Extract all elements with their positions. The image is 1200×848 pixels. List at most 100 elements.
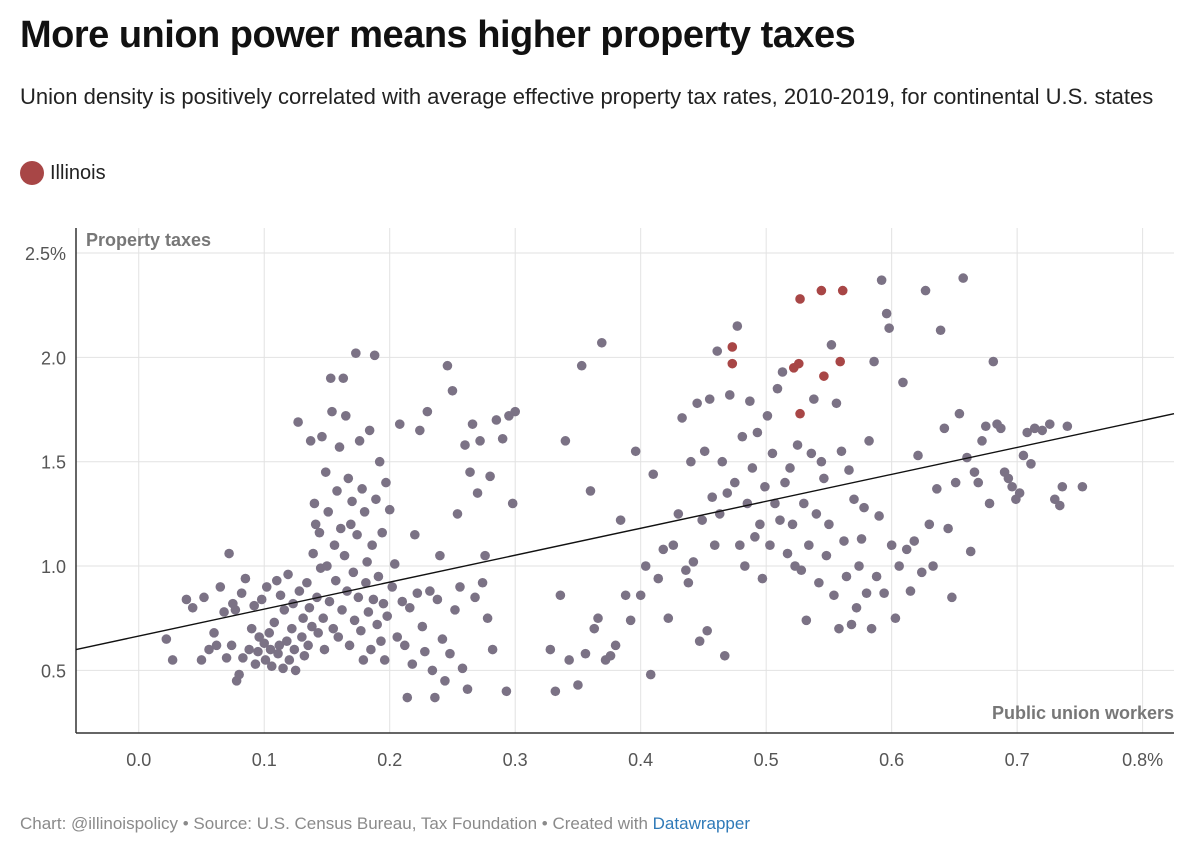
state-point <box>256 594 267 605</box>
state-point <box>167 655 178 665</box>
state-point <box>593 613 603 624</box>
state-point <box>299 650 310 661</box>
state-point <box>821 550 832 561</box>
state-point <box>387 582 398 592</box>
state-point <box>831 398 842 409</box>
state-point <box>939 423 950 434</box>
state-point <box>392 632 403 642</box>
state-point <box>686 456 696 467</box>
state-point <box>357 484 367 494</box>
state-point <box>287 623 297 634</box>
state-point <box>348 567 359 578</box>
state-point <box>752 427 763 438</box>
y-tick-label: 0.5 <box>41 661 66 681</box>
state-point <box>376 636 386 646</box>
state-point <box>864 436 874 446</box>
state-point <box>271 575 282 586</box>
state-point <box>457 663 468 674</box>
x-tick-label: 0.0 <box>126 750 151 770</box>
state-point <box>297 632 307 642</box>
state-point <box>480 550 490 561</box>
state-point <box>841 571 852 582</box>
state-point <box>447 385 458 396</box>
state-point <box>442 360 453 371</box>
state-point <box>836 446 847 457</box>
illinois-point <box>727 342 738 352</box>
state-point <box>344 640 355 651</box>
state-point <box>694 636 705 646</box>
state-point <box>346 519 356 530</box>
state-point <box>234 669 244 680</box>
state-point <box>304 602 315 613</box>
state-point <box>465 467 475 477</box>
state-point <box>555 590 566 601</box>
state-point <box>327 406 337 417</box>
illinois-point <box>819 371 829 381</box>
state-point <box>881 308 892 319</box>
state-point <box>1037 425 1048 436</box>
state-point <box>924 519 935 530</box>
state-point <box>367 540 377 550</box>
state-point <box>362 557 372 567</box>
state-point <box>283 569 293 580</box>
x-tick-label: 0.1 <box>252 750 277 770</box>
state-point <box>266 661 277 672</box>
state-point <box>610 640 621 651</box>
state-point <box>337 605 347 615</box>
state-point <box>294 586 305 596</box>
state-point <box>319 644 330 655</box>
state-point <box>717 456 728 467</box>
state-point <box>352 529 362 540</box>
state-point <box>427 665 438 676</box>
legend: Illinois <box>20 161 106 185</box>
state-point <box>871 571 882 582</box>
state-point <box>973 477 984 488</box>
state-point <box>238 653 248 663</box>
legend-label-illinois: Illinois <box>50 161 106 184</box>
state-point <box>849 494 859 505</box>
state-point <box>293 417 303 427</box>
state-point <box>901 544 912 555</box>
state-point <box>399 640 410 651</box>
state-point <box>475 436 485 446</box>
state-point <box>371 494 381 505</box>
state-point <box>381 477 391 488</box>
state-point <box>605 650 616 661</box>
state-point <box>1044 419 1055 429</box>
state-point <box>620 590 631 601</box>
state-point <box>358 655 369 665</box>
state-point <box>874 511 884 521</box>
state-point <box>497 433 508 444</box>
state-point <box>308 548 318 559</box>
state-point <box>402 692 413 703</box>
state-point <box>329 540 340 550</box>
state-point <box>977 436 987 446</box>
datawrapper-link[interactable]: Datawrapper <box>652 814 750 833</box>
state-point <box>663 613 674 624</box>
state-point <box>630 446 641 457</box>
state-point <box>309 498 320 509</box>
state-point <box>683 577 694 588</box>
state-point <box>510 406 520 417</box>
state-point <box>573 680 583 690</box>
state-point <box>359 507 370 517</box>
state-point <box>302 577 312 588</box>
state-point <box>702 625 712 636</box>
state-point <box>1026 459 1036 469</box>
state-point <box>330 575 341 586</box>
state-point <box>950 477 961 488</box>
state-point <box>501 686 512 697</box>
x-tick-label: 0.8% <box>1122 750 1163 770</box>
chart-title: More union power means higher property t… <box>20 14 856 56</box>
state-point <box>980 421 991 432</box>
state-point <box>265 644 276 655</box>
state-point <box>799 498 809 509</box>
x-tick-label: 0.5 <box>754 750 779 770</box>
trend-line <box>75 413 1175 651</box>
state-point <box>564 655 574 665</box>
state-point <box>437 634 448 644</box>
state-point <box>811 509 822 519</box>
illinois-point <box>795 408 805 419</box>
illinois-point <box>727 358 738 369</box>
y-tick-label: 1.5 <box>41 453 66 473</box>
